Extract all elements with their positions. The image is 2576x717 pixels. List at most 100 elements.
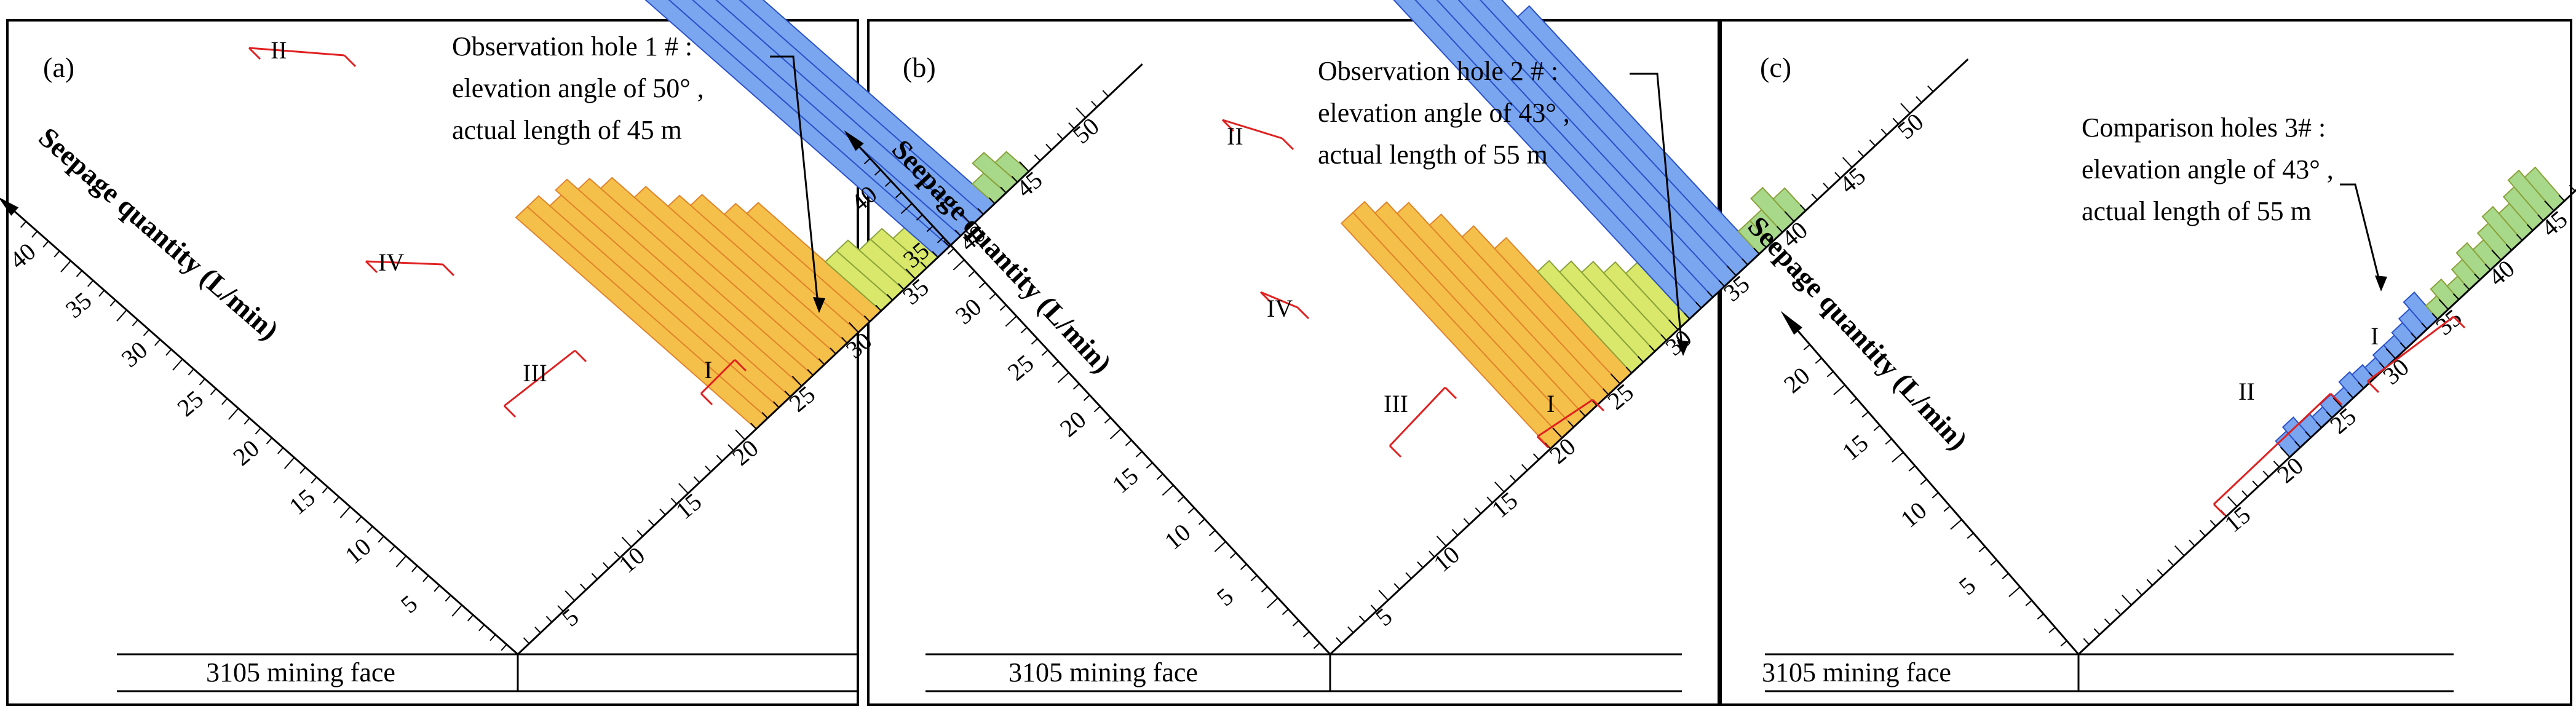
hole-tick [2294, 441, 2301, 448]
seepage-tick-label: 25 [172, 385, 209, 422]
seepage-tick [389, 545, 395, 553]
seepage-tick [1943, 505, 1951, 512]
hole-tick [2358, 382, 2364, 389]
hole-tick-label: 5 [557, 603, 584, 632]
zone-label-IV: IV [1267, 295, 1293, 322]
seepage-tick-label: 10 [339, 533, 376, 569]
hole-tick [735, 429, 746, 440]
annotation-line: elevation angle of 50° , [452, 73, 704, 103]
hole-tick [2115, 608, 2122, 616]
seepage-tick-label: 5 [1211, 582, 1238, 611]
hole-tick-label: 20 [2272, 451, 2308, 488]
hole-tick [905, 268, 916, 279]
zone-label-I: I [1547, 390, 1555, 418]
hole-tick [2332, 397, 2344, 409]
hole-tick-label: 20 [727, 434, 764, 471]
zone-bracket-end [1259, 291, 1273, 304]
zone-bracket-end [442, 263, 455, 277]
seepage-tick [54, 250, 60, 258]
hole-depth-axis [1329, 58, 1969, 656]
hole-tick [2474, 273, 2481, 280]
hole-tick [2558, 194, 2565, 202]
seepage-tick [87, 280, 94, 287]
seepage-tick [1833, 384, 1845, 395]
hole-tick [849, 322, 859, 333]
hole-tick [1834, 172, 1841, 179]
seepage-tick [1198, 518, 1205, 525]
panel-a: 3105 mining face510152025303540455051015… [0, 0, 1143, 692]
hole-tick [2411, 332, 2417, 339]
zone-bracket [504, 349, 576, 407]
seepage-tick-label: 15 [283, 483, 320, 520]
seepage-tick [188, 368, 194, 376]
hole-tick [2326, 411, 2333, 419]
seepage-tick [1146, 462, 1153, 469]
seepage-tick [266, 437, 272, 445]
hole-tick [898, 283, 905, 290]
hole-tick-label: 15 [1486, 486, 1523, 523]
zone-label-II: II [271, 36, 287, 64]
hole-tick [2199, 529, 2206, 537]
hole-tick [1869, 139, 1876, 146]
seepage-tick [1177, 496, 1184, 503]
seepage-tick [132, 319, 138, 327]
hole-tick [2527, 224, 2534, 231]
seepage-tick [1135, 451, 1143, 458]
zone-label-I: I [704, 356, 712, 384]
hole-tick-label: 10 [614, 541, 651, 578]
zone-bracket-end [343, 54, 357, 68]
zone-bracket [365, 260, 443, 266]
annotation-arrowhead [2375, 275, 2387, 291]
zone-bracket-end [734, 358, 747, 372]
seepage-tick [20, 221, 27, 228]
zone-bracket-end [1389, 445, 1402, 458]
seepage-tick [395, 555, 407, 568]
zone-bracket-end [2329, 392, 2343, 406]
seepage-tick [1005, 315, 1017, 327]
seepage-tick [339, 506, 351, 518]
seepage-tick [1156, 473, 1163, 480]
hole-tick [1034, 154, 1041, 161]
hole-tick [2315, 421, 2322, 429]
seepage-tick [1920, 478, 1927, 485]
hole-tick [1494, 481, 1505, 493]
hole-tick [791, 376, 803, 387]
zone-label-IV: IV [378, 248, 404, 276]
hole-tick [1625, 366, 1633, 374]
zone-bracket-end [2366, 380, 2380, 394]
annotation-arrowhead [813, 297, 825, 313]
seepage-tick [221, 398, 228, 405]
seepage-tick [1313, 642, 1320, 649]
seepage-tick [895, 191, 902, 199]
hole-tick [727, 444, 734, 451]
zone-label-III: III [1384, 390, 1408, 418]
panel-a-frame [6, 19, 859, 706]
seepage-axis-arrow [0, 197, 19, 216]
zone-bracket [2367, 315, 2454, 382]
hole-tick [1429, 550, 1435, 558]
seepage-tick [1861, 411, 1869, 418]
hole-tick [2438, 299, 2449, 310]
seepage-tick [76, 270, 82, 277]
hole-tick-label: 15 [670, 488, 707, 525]
zone-bracket-end [365, 260, 378, 274]
panel-b-frame [867, 19, 1720, 706]
annotation-line: Observation hole 1 # : [452, 31, 692, 61]
hole-tick [614, 551, 620, 558]
seepage-tick [1214, 541, 1226, 552]
hole-tick [659, 509, 666, 515]
seepage-tick [333, 496, 339, 504]
seepage-tick [953, 259, 965, 271]
seepage-tick [1072, 383, 1080, 390]
hole-tick [1102, 90, 1109, 97]
seepage-tick [1826, 371, 1834, 378]
seepage-tick [1020, 327, 1028, 334]
hole-tick [1668, 319, 1679, 330]
seepage-tick [916, 214, 923, 221]
hole-tick [1823, 183, 1829, 190]
seepage-tick [60, 260, 71, 272]
seepage-tick [31, 231, 38, 238]
seepage-tick [978, 282, 986, 288]
seepage-tick-label: 30 [950, 293, 987, 330]
seepage-tick [1815, 357, 1822, 364]
